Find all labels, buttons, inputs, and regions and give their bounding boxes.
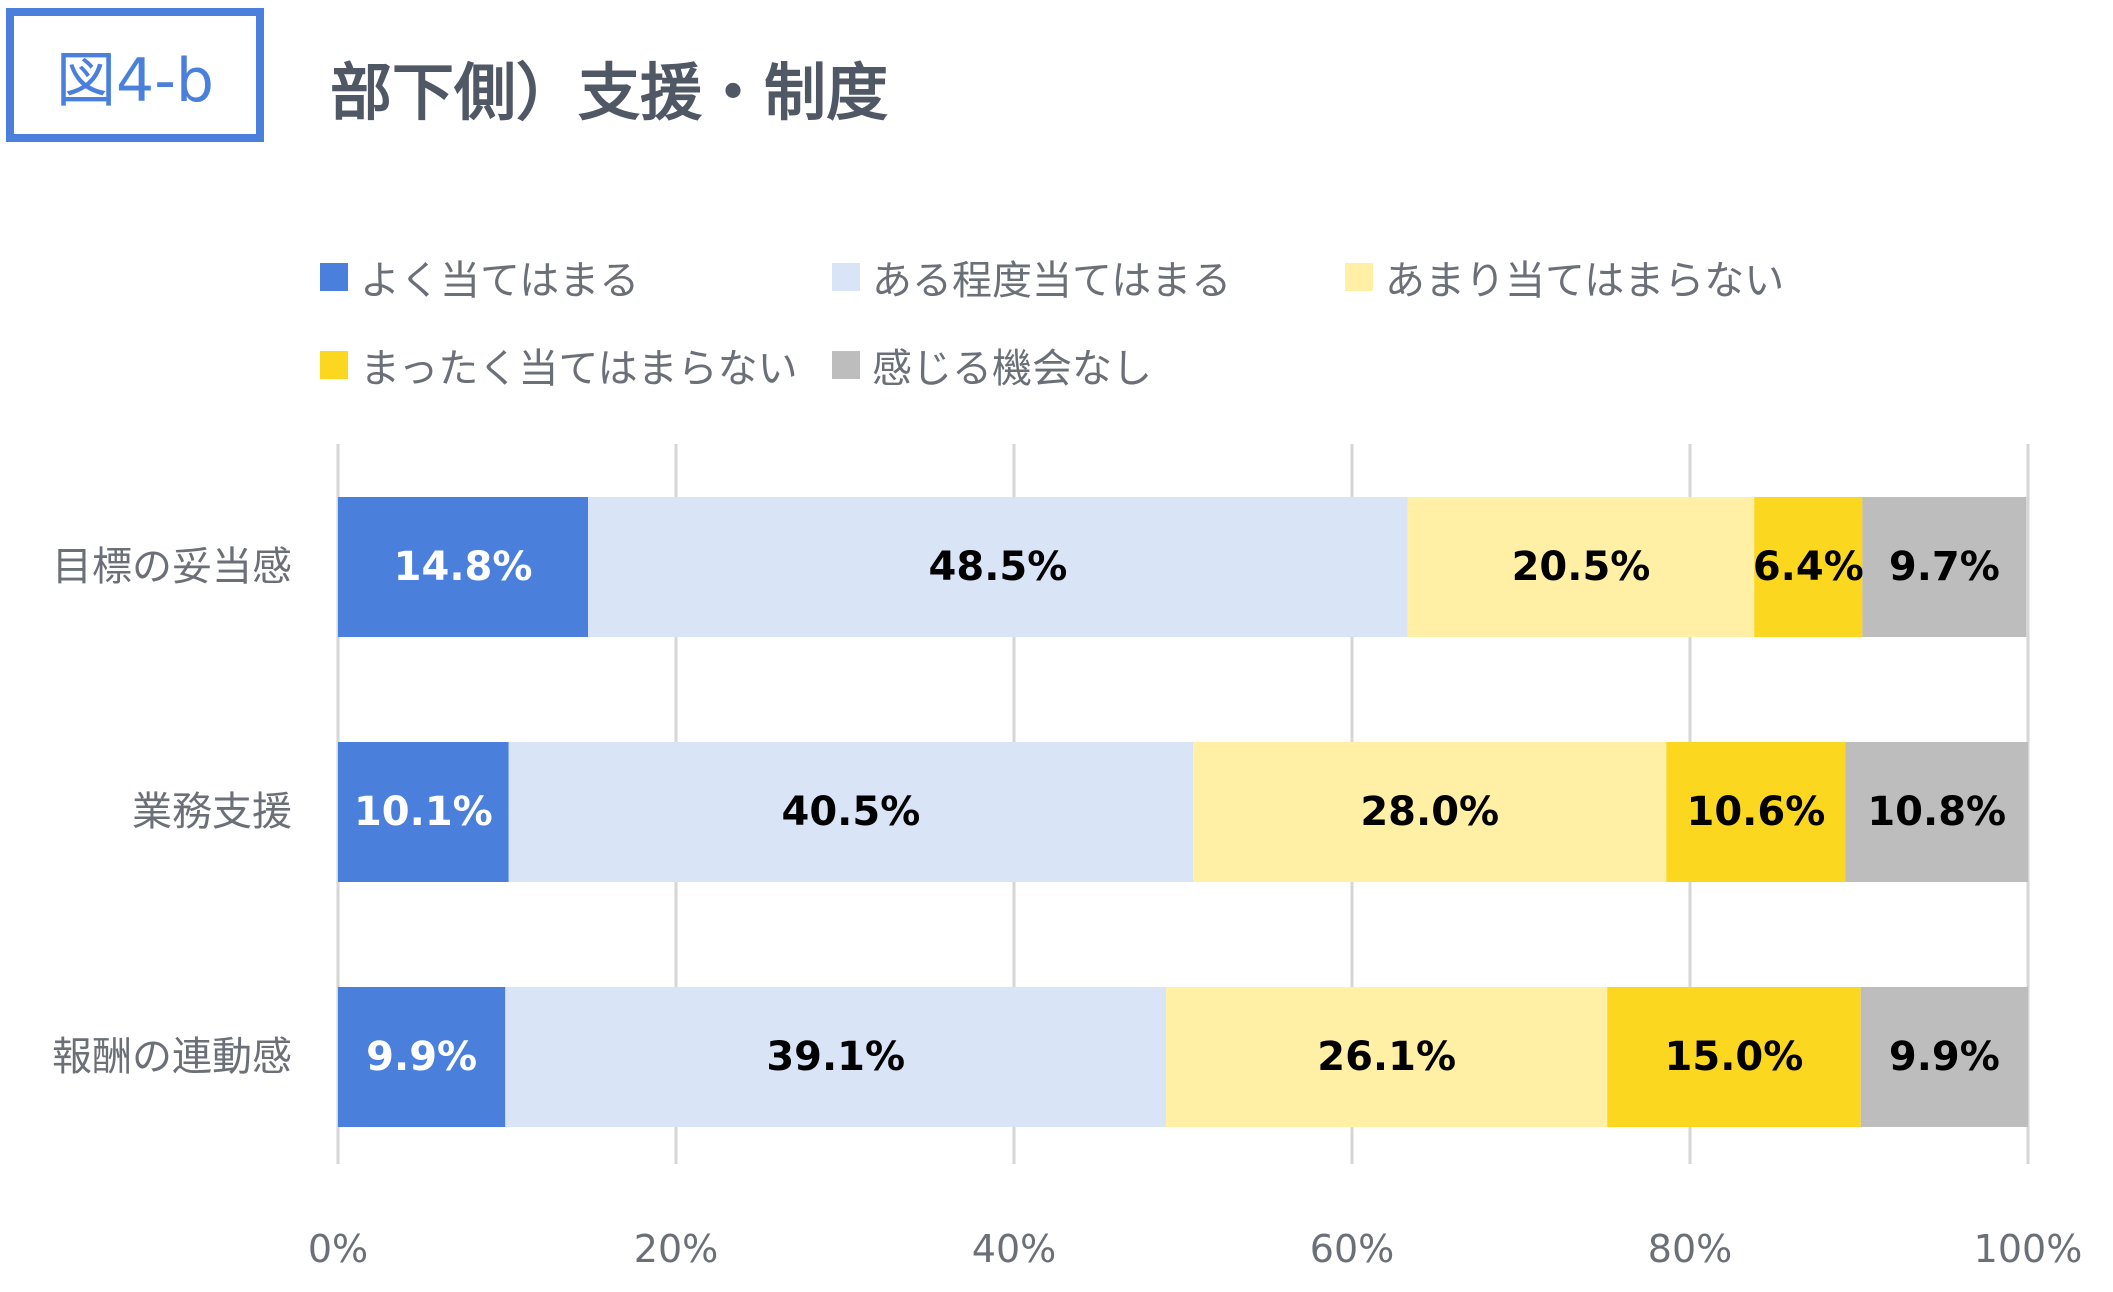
bar-segment-0-0	[338, 497, 589, 637]
legend-swatch-4	[832, 351, 860, 379]
bar-segment-2-2	[1166, 987, 1608, 1127]
data-label-3-2: 15.0%	[1665, 1034, 1804, 1080]
legend-item-4: 感じる機会なし	[832, 336, 1152, 394]
data-label-1-1: 40.5%	[782, 789, 921, 835]
figure-label: 図4-b	[6, 8, 264, 142]
y-category-label-2: 報酬の連動感	[52, 1034, 292, 1080]
legend-label-0: よく当てはまる	[360, 258, 640, 304]
bar-segment-0-2	[338, 987, 506, 1127]
legend-label-4: 感じる機会なし	[872, 346, 1152, 392]
legend-item-3: まったく当てはまらない	[320, 336, 798, 394]
legend-item-0: よく当てはまる	[320, 248, 639, 306]
data-label-0-0: 14.8%	[394, 544, 533, 590]
bar-segment-2-0	[1407, 497, 1755, 637]
data-label-3-0: 6.4%	[1753, 544, 1864, 590]
legend-swatch-1	[832, 263, 860, 291]
bar-segment-4-0	[1862, 497, 2027, 637]
data-label-2-2: 26.1%	[1317, 1034, 1456, 1080]
x-tick-label-5: 100%	[1974, 1227, 2083, 1271]
x-tick-label-3: 60%	[1310, 1227, 1394, 1271]
legend-label-3: まったく当てはまらない	[360, 346, 798, 392]
bar-segment-4-2	[1860, 987, 2028, 1127]
bar-segment-1-2	[505, 987, 1167, 1127]
x-tick-label-1: 20%	[634, 1227, 718, 1271]
bar-segment-0-1	[338, 742, 509, 882]
legend-label-2: あまり当てはまらない	[1385, 258, 1785, 304]
data-label-1-2: 39.1%	[766, 1034, 905, 1080]
data-label-3-1: 10.6%	[1687, 789, 1826, 835]
legend-item-2: あまり当てはまらない	[1345, 248, 1784, 306]
bar-segment-4-1	[1845, 742, 2028, 882]
bar-segment-1-0	[588, 497, 1408, 637]
bar-segment-3-0	[1754, 497, 1863, 637]
legend-item-1: ある程度当てはまる	[832, 248, 1231, 306]
data-label-2-1: 28.0%	[1360, 789, 1499, 835]
chart-title: 部下側）支援・制度	[330, 56, 889, 129]
bar-segment-3-1	[1666, 742, 1846, 882]
data-label-0-1: 10.1%	[354, 789, 493, 835]
bar-segment-3-2	[1607, 987, 1861, 1127]
data-label-2-0: 20.5%	[1512, 544, 1651, 590]
data-label-4-2: 9.9%	[1889, 1034, 2000, 1080]
bar-segment-1-1	[508, 742, 1194, 882]
y-category-label-0: 目標の妥当感	[52, 544, 292, 590]
y-category-label-1: 業務支援	[132, 789, 292, 835]
x-tick-label-0: 0%	[308, 1227, 368, 1271]
x-tick-label-4: 80%	[1648, 1227, 1732, 1271]
legend-swatch-0	[320, 263, 348, 291]
legend-swatch-2	[1345, 263, 1373, 291]
data-label-0-2: 9.9%	[366, 1034, 477, 1080]
legend-label-1: ある程度当てはまる	[872, 258, 1232, 304]
bar-segment-2-1	[1193, 742, 1667, 882]
data-label-4-0: 9.7%	[1889, 544, 2000, 590]
legend-swatch-3	[320, 351, 348, 379]
x-tick-label-2: 40%	[972, 1227, 1056, 1271]
data-label-1-0: 48.5%	[929, 544, 1068, 590]
data-label-4-1: 10.8%	[1867, 789, 2006, 835]
